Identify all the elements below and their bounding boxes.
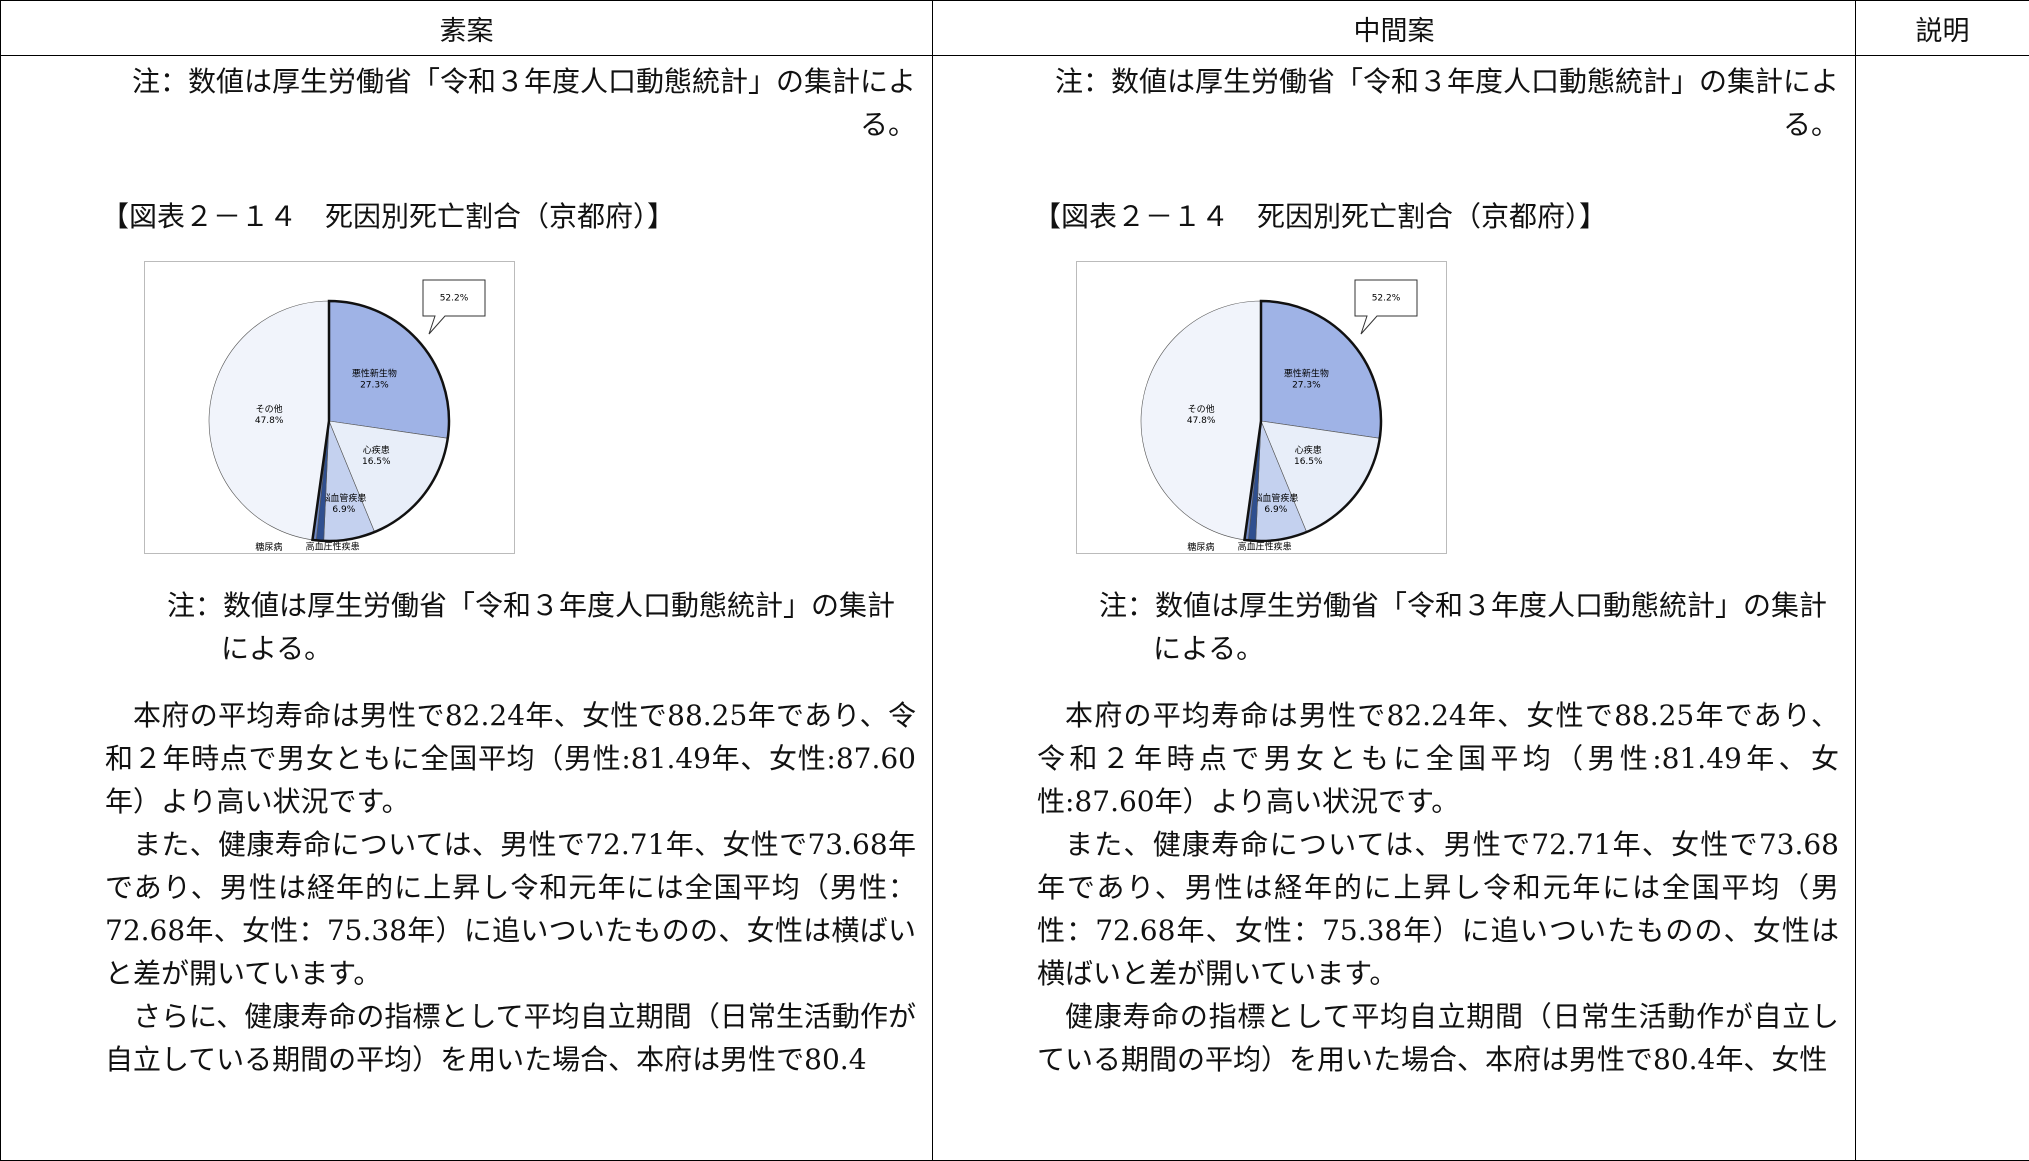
slice-value-label: 0.5% — [321, 553, 344, 554]
slice-label: 悪性新生物 — [1284, 368, 1329, 380]
body-row: 注：数値は厚生労働省「令和３年度人口動態統計」の集計による。【図表２－１４ 死因… — [1, 56, 2029, 1161]
callout-label: 52.2% — [1372, 294, 1401, 304]
cell: 注：数値は厚生労働省「令和３年度人口動態統計」の集計による。【図表２－１４ 死因… — [933, 56, 1856, 1161]
note: 注：数値は厚生労働省「令和３年度人口動態統計」の集計による。 — [1153, 584, 1839, 670]
paragraph: 本府の平均寿命は男性で82.24年、女性で88.25年であり、令和２年時点で男女… — [105, 694, 916, 823]
note: 注：数値は厚生労働省「令和３年度人口動態統計」の集計による。 — [105, 60, 916, 146]
slice-label: 脳血管疾患 — [1253, 492, 1298, 504]
slice-value-label: 47.8% — [255, 416, 284, 426]
header-cell: 素案 — [1, 1, 933, 56]
figure-title: 【図表２－１４ 死因別死亡割合（京都府）】 — [101, 195, 916, 238]
slice-label: その他 — [1188, 403, 1215, 415]
slice-value-label: 6.9% — [1264, 505, 1287, 515]
pie-chart: 悪性新生物27.3%心疾患16.5%脳血管疾患6.9%糖尿病1.0%高血圧性疾患… — [1076, 261, 1447, 554]
slice-label: 糖尿病 — [255, 541, 282, 553]
header-cell: 説明 — [1856, 1, 2029, 56]
slice-value-label: 6.9% — [332, 505, 355, 515]
slice-value-label: 16.5% — [362, 457, 391, 467]
slice-label: 心疾患 — [1295, 444, 1322, 456]
note: 注：数値は厚生労働省「令和３年度人口動態統計」の集計による。 — [1037, 60, 1839, 146]
header-cell: 中間案 — [933, 1, 1856, 56]
paragraph: 本府の平均寿命は男性で82.24年、女性で88.25年であり、令和２年時点で男女… — [1037, 694, 1839, 823]
slice-label: その他 — [256, 403, 283, 415]
slice-value-label: 27.3% — [360, 381, 389, 391]
cell — [1856, 56, 2029, 1161]
callout-label: 52.2% — [440, 294, 469, 304]
paragraph: さらに、健康寿命の指標として平均自立期間（日常生活動作が自立している期間の平均）… — [105, 995, 916, 1081]
paragraph: 健康寿命の指標として平均自立期間（日常生活動作が自立している期間の平均）を用いた… — [1037, 995, 1839, 1081]
paragraph: また、健康寿命については、男性で72.71年、女性で73.68年であり、男性は経… — [1037, 823, 1839, 995]
figure-title: 【図表２－１４ 死因別死亡割合（京都府）】 — [1033, 195, 1839, 238]
slice-label: 悪性新生物 — [352, 368, 397, 380]
header-row: 素案 中間案 説明 — [1, 1, 2029, 56]
slice-value-label: 27.3% — [1292, 381, 1321, 391]
pie-chart: 悪性新生物27.3%心疾患16.5%脳血管疾患6.9%糖尿病1.0%高血圧性疾患… — [144, 261, 515, 554]
paragraph: また、健康寿命については、男性で72.71年、女性で73.68年であり、男性は経… — [105, 823, 916, 995]
slice-value-label: 0.5% — [1253, 553, 1276, 554]
slice-value-label: 47.8% — [1187, 416, 1216, 426]
slice-label: 心疾患 — [363, 444, 390, 456]
slice-label: 糖尿病 — [1187, 541, 1214, 553]
cell: 注：数値は厚生労働省「令和３年度人口動態統計」の集計による。【図表２－１４ 死因… — [1, 56, 933, 1161]
slice-value-label: 16.5% — [1294, 457, 1323, 467]
slice-label: 脳血管疾患 — [321, 492, 366, 504]
page: 素案 中間案 説明 注：数値は厚生労働省「令和３年度人口動態統計」の集計による。… — [0, 0, 2029, 1108]
note: 注：数値は厚生労働省「令和３年度人口動態統計」の集計による。 — [221, 584, 916, 670]
